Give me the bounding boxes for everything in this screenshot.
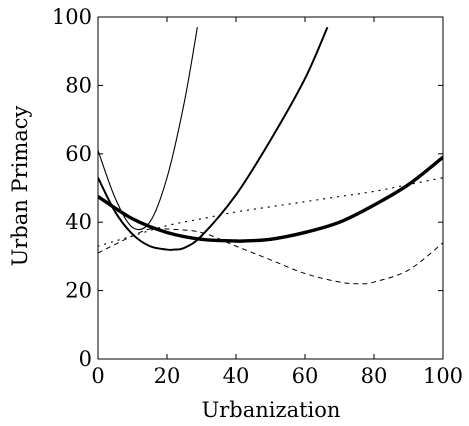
x-tick-label: 0: [91, 364, 104, 388]
series-line-2-medium-solid: [98, 26, 329, 251]
y-tick-label: 40: [65, 210, 92, 234]
y-tick-label: 60: [65, 142, 92, 166]
x-tick-label: 40: [223, 364, 250, 388]
series-line-1-thin-solid: [98, 27, 198, 231]
y-tick-label: 80: [65, 73, 92, 97]
x-tick-label: 20: [154, 364, 181, 388]
plot-frame: [97, 16, 444, 360]
series-line-5-dotted: [98, 177, 443, 247]
series-line-4-dashed: [98, 227, 443, 285]
y-tick-label: 0: [79, 347, 92, 371]
ticks-layer: 0 20 40 60 80 100 0 20 40 60 80 100: [52, 5, 463, 388]
x-tick-label: 100: [423, 364, 463, 388]
x-tick-label: 60: [292, 364, 319, 388]
y-tick-label: 100: [52, 5, 92, 29]
y-tick-label: 20: [65, 279, 92, 303]
series-layer: [98, 26, 443, 285]
series-line-3-thick-solid: [98, 155, 443, 243]
plot-area: [97, 16, 444, 360]
y-axis-title: Urban Primacy: [8, 105, 32, 266]
x-axis-title: Urbanization: [202, 398, 341, 422]
x-tick-label: 80: [361, 364, 388, 388]
